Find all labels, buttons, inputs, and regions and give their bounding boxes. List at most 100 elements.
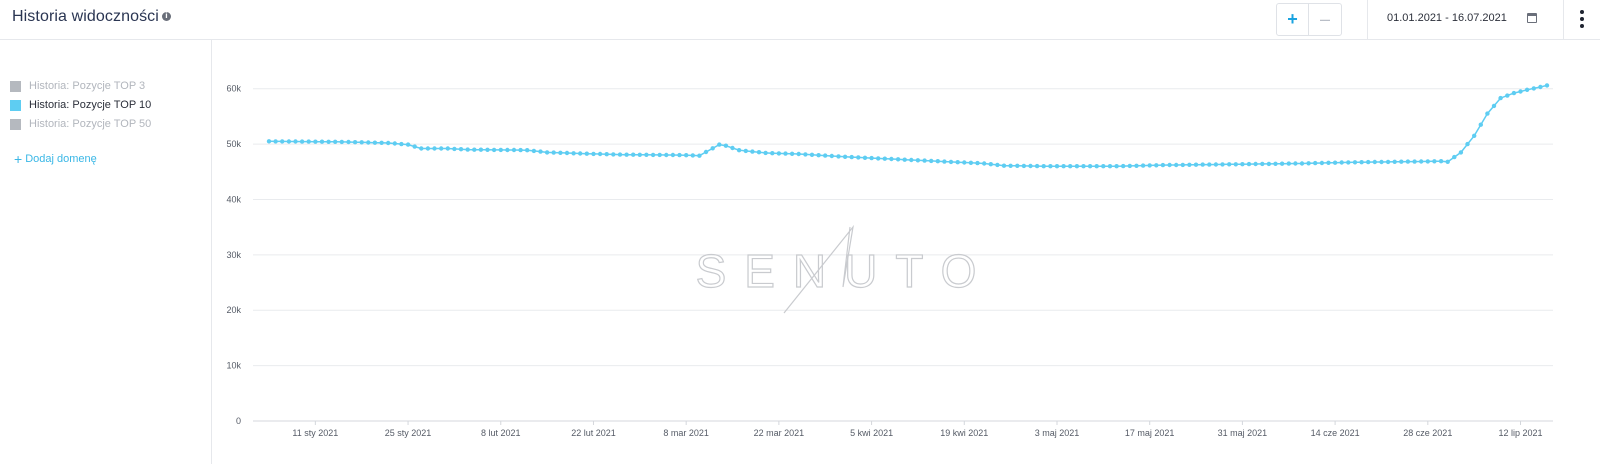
data-point — [1061, 164, 1066, 169]
data-point — [684, 153, 689, 158]
data-point — [836, 154, 841, 159]
x-tick-label: 25 sty 2021 — [385, 428, 432, 438]
data-point — [1134, 163, 1139, 168]
calendar-icon[interactable] — [1527, 13, 1537, 23]
data-point — [1174, 162, 1179, 168]
data-point — [1392, 159, 1397, 164]
data-point — [1293, 161, 1298, 166]
data-point — [1531, 86, 1537, 91]
data-point — [1352, 160, 1358, 165]
x-tick-label: 19 kwi 2021 — [940, 428, 988, 438]
zoom-in-button[interactable]: + — [1277, 4, 1309, 35]
data-point — [809, 152, 815, 157]
data-point — [1425, 159, 1431, 164]
data-point — [299, 139, 305, 144]
legend-label: Historia: Pozycje TOP 3 — [29, 80, 146, 92]
data-point — [776, 151, 782, 156]
data-point — [1465, 141, 1470, 147]
data-point — [1167, 162, 1172, 168]
data-point — [319, 139, 325, 144]
data-point — [1313, 160, 1318, 166]
data-point — [664, 152, 669, 158]
data-point — [518, 147, 523, 153]
more-options-icon[interactable] — [1580, 10, 1584, 28]
data-point — [882, 156, 887, 161]
x-tick-label: 8 lut 2021 — [481, 428, 521, 438]
page-title: Historia widoczności — [12, 8, 159, 25]
y-tick-label: 60k — [226, 84, 241, 94]
data-point — [1253, 161, 1258, 167]
data-point — [1438, 159, 1444, 164]
data-point — [564, 150, 570, 156]
data-point — [611, 152, 616, 157]
data-point — [895, 157, 901, 162]
data-point — [399, 141, 404, 147]
data-point — [789, 151, 795, 156]
data-point — [1200, 162, 1205, 167]
data-point — [326, 139, 331, 144]
data-point — [1491, 103, 1497, 109]
data-point — [1346, 160, 1351, 165]
data-point — [823, 153, 828, 158]
legend-swatch — [10, 80, 21, 92]
data-point — [1193, 162, 1199, 167]
data-point — [432, 146, 437, 151]
y-tick-label: 10k — [226, 361, 241, 371]
data-point — [730, 145, 735, 151]
data-point — [1511, 90, 1517, 96]
data-point — [1127, 163, 1132, 169]
data-point — [525, 148, 530, 153]
data-point — [929, 158, 934, 164]
data-point — [915, 158, 921, 163]
data-point — [1015, 163, 1020, 168]
x-tick-label: 22 mar 2021 — [754, 428, 805, 438]
data-point — [796, 151, 801, 157]
visibility-chart: SENUTO 11 sty 2021 25 sty 2021 8 lut 2021 2… — [213, 41, 1600, 464]
legend-item-top3[interactable]: Historia: Pozycje TOP 3 — [10, 80, 145, 92]
data-point — [1385, 159, 1391, 165]
legend-label: Historia: Pozycje TOP 10 — [29, 99, 152, 111]
data-point — [1372, 159, 1378, 165]
data-point — [531, 148, 537, 154]
x-tick-label: 12 lip 2021 — [1498, 428, 1542, 438]
data-point — [273, 139, 278, 144]
data-point — [1505, 93, 1510, 98]
data-point — [1485, 111, 1490, 116]
date-range-picker[interactable]: 01.01.2021 - 16.07.2021 — [1387, 12, 1507, 24]
data-point — [856, 155, 861, 160]
zoom-controls: + – — [1276, 3, 1342, 36]
data-point — [412, 144, 417, 149]
data-point — [485, 147, 490, 152]
data-point — [723, 143, 729, 148]
data-point — [266, 139, 272, 144]
data-point — [1452, 154, 1457, 160]
data-point — [889, 156, 894, 162]
data-point — [1034, 163, 1040, 169]
data-point — [670, 152, 676, 158]
legend-item-top50[interactable]: Historia: Pozycje TOP 50 — [10, 118, 151, 130]
x-tick-label: 17 maj 2021 — [1125, 428, 1175, 438]
x-tick-label: 11 sty 2021 — [292, 428, 338, 438]
data-point — [1458, 150, 1464, 155]
data-point — [1538, 84, 1543, 90]
data-point — [280, 139, 285, 144]
data-point — [392, 141, 397, 146]
data-point — [876, 156, 881, 161]
add-domain-button[interactable]: + Dodaj domenę — [14, 152, 97, 166]
x-tick-label: 3 maj 2021 — [1035, 428, 1080, 438]
legend-item-top10[interactable]: Historia: Pozycje TOP 10 — [10, 99, 151, 111]
data-point — [1021, 163, 1027, 169]
data-point — [770, 151, 775, 156]
data-point — [1498, 95, 1503, 101]
data-point — [1140, 163, 1146, 168]
info-icon[interactable]: i — [162, 12, 171, 21]
data-point — [644, 152, 649, 157]
data-point — [1154, 163, 1159, 168]
data-point — [1279, 161, 1285, 166]
data-point — [922, 158, 927, 163]
data-point — [624, 152, 629, 157]
data-point — [1001, 163, 1007, 168]
data-point — [1366, 159, 1371, 165]
zoom-out-button[interactable]: – — [1319, 9, 1330, 29]
data-point — [849, 154, 854, 160]
